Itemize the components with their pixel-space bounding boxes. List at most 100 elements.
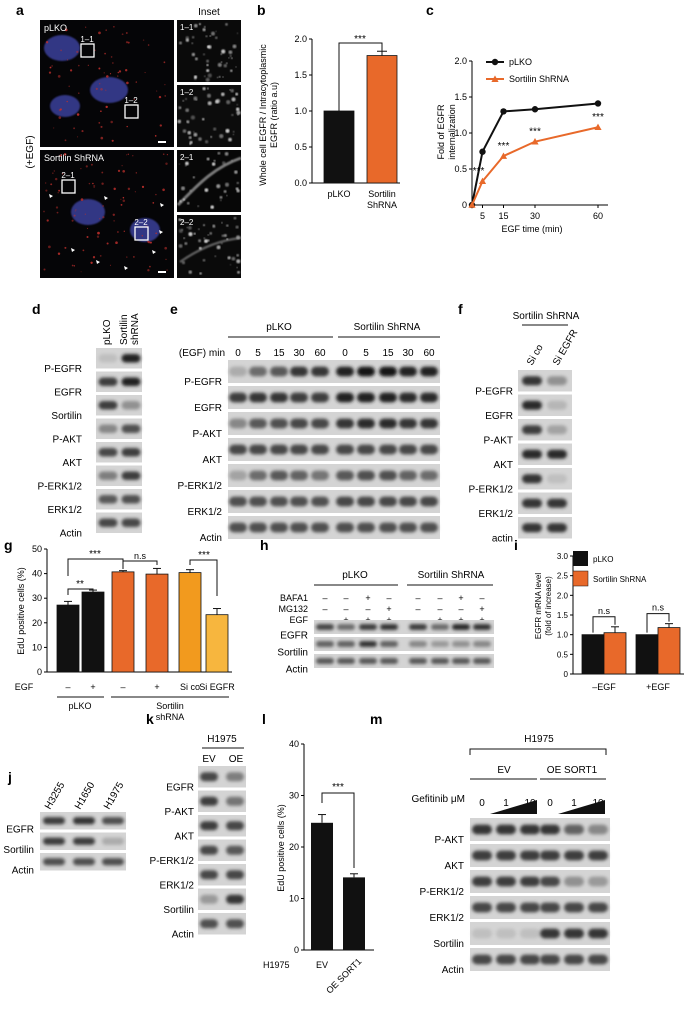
blot-strip (198, 864, 246, 886)
band (311, 366, 329, 377)
lane-label: Si EGFR (551, 328, 580, 368)
bar (603, 632, 627, 675)
inset-dot (223, 190, 227, 193)
inset-dot (198, 23, 201, 26)
inset-dot (236, 189, 240, 193)
egfr-dot (54, 177, 58, 181)
inset-dot (205, 77, 210, 82)
panel-letter-e: e (170, 301, 178, 317)
band (249, 366, 267, 377)
inset-dot (185, 161, 189, 166)
egfr-dot (99, 83, 101, 85)
row-label: EGFR (194, 403, 222, 414)
data-point (499, 152, 508, 159)
band (249, 444, 267, 455)
egfr-dot (46, 219, 49, 222)
dose-wedge (558, 800, 605, 814)
inset-dot (203, 237, 206, 239)
egfr-dot (82, 249, 85, 252)
egfr-dot (122, 169, 126, 173)
treatment-value: + (479, 604, 484, 614)
blot-strip (518, 370, 572, 392)
egfr-dot (111, 139, 114, 142)
panel-letter-d: d (32, 301, 41, 317)
band (399, 470, 417, 481)
band (379, 496, 397, 507)
band (121, 471, 141, 481)
row-label: EGFR (166, 782, 194, 793)
band (420, 392, 438, 403)
egfr-dot (85, 165, 88, 168)
band (588, 954, 608, 965)
band (43, 817, 65, 825)
band (311, 496, 329, 507)
x-tick-label: 5 (480, 211, 485, 221)
band (540, 850, 560, 861)
inset-dot (220, 199, 222, 202)
egfr-dot (117, 71, 120, 74)
band (316, 641, 334, 647)
inset-dot (225, 23, 228, 26)
band (121, 447, 141, 457)
treatment-value: – (415, 604, 420, 614)
egfr-dot (99, 255, 102, 257)
band (226, 772, 244, 782)
blot-strip (96, 465, 142, 486)
egfr-dot (100, 87, 103, 91)
group-label: Sortilin ShRNA (513, 311, 580, 322)
band (359, 641, 377, 647)
box-2-2 (134, 226, 149, 241)
egfr-dot (97, 231, 100, 235)
egfr-dot (122, 196, 125, 199)
inset-dot (191, 52, 196, 57)
egfr-dot (55, 206, 59, 209)
band (540, 928, 560, 939)
egfr-dot (61, 173, 64, 175)
treatment-label: EGF (289, 615, 308, 625)
inset-dot (231, 97, 236, 102)
band (200, 919, 218, 929)
inset-dot (206, 59, 210, 63)
band (200, 772, 218, 782)
inset-dot (227, 256, 231, 260)
panel-letter-b: b (257, 2, 266, 18)
band (564, 876, 584, 887)
band (311, 392, 329, 403)
band (121, 353, 141, 363)
egfr-dot (149, 265, 151, 268)
lane-label: H3255 (43, 780, 67, 811)
egfr-dot (118, 70, 122, 73)
significance-label: *** (473, 166, 485, 177)
egfr-dot (57, 192, 59, 194)
y-tick-label: 0.5 (454, 164, 467, 174)
group-label: pLKO (342, 570, 368, 581)
band (336, 418, 354, 429)
row-label: actin (492, 533, 513, 544)
y-tick-label: 0 (294, 945, 299, 955)
dose-value: 0 (547, 798, 553, 809)
egfr-dot (75, 209, 77, 211)
y-tick-label: 2.0 (294, 34, 307, 44)
egfr-dot (45, 189, 48, 192)
inset-dot (185, 165, 187, 167)
bar (145, 573, 169, 673)
inset-dot (188, 226, 192, 230)
egfr-dot (84, 213, 86, 215)
significance-bracket (338, 42, 383, 118)
row-label: AKT (445, 861, 464, 872)
band (380, 658, 398, 664)
bar (657, 627, 681, 675)
inset-dot (204, 140, 209, 144)
egfr-dot (122, 199, 126, 203)
band (520, 824, 540, 835)
y-tick-label: 0.5 (294, 142, 307, 152)
band (311, 418, 329, 429)
egfr-dot (81, 130, 84, 133)
inset-label-2-2: 2–2 (180, 218, 194, 227)
inset-dot (234, 170, 238, 174)
arrowhead (124, 266, 128, 270)
egfr-dot (127, 153, 129, 155)
band (229, 496, 247, 507)
band (473, 624, 491, 630)
x-tick-label: 30 (530, 211, 540, 221)
